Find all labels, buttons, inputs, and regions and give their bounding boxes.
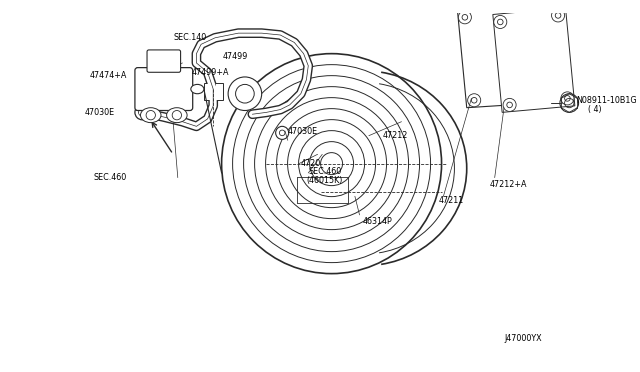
Circle shape xyxy=(228,77,262,110)
Ellipse shape xyxy=(166,108,187,123)
Text: N08911-10B1G: N08911-10B1G xyxy=(577,96,637,105)
Circle shape xyxy=(529,93,535,98)
Circle shape xyxy=(146,110,156,120)
Circle shape xyxy=(236,84,254,103)
Circle shape xyxy=(172,110,182,120)
Circle shape xyxy=(135,105,150,120)
Circle shape xyxy=(564,96,570,101)
Text: SEC.140: SEC.140 xyxy=(173,33,206,42)
Circle shape xyxy=(139,109,146,116)
Text: 47030E: 47030E xyxy=(84,108,115,117)
Text: SEC.460: SEC.460 xyxy=(94,173,127,182)
Text: J47000YX: J47000YX xyxy=(504,334,541,343)
Circle shape xyxy=(503,98,516,112)
Circle shape xyxy=(552,9,564,22)
Bar xyxy=(204,83,211,100)
Circle shape xyxy=(458,11,472,24)
Circle shape xyxy=(462,15,468,20)
Text: 47499+A: 47499+A xyxy=(192,68,229,77)
Circle shape xyxy=(280,130,285,136)
Polygon shape xyxy=(493,8,575,112)
Polygon shape xyxy=(458,5,540,108)
Circle shape xyxy=(468,94,481,107)
Text: (46015K): (46015K) xyxy=(307,176,343,185)
Text: 4720: 4720 xyxy=(301,159,321,168)
Ellipse shape xyxy=(191,84,204,94)
Circle shape xyxy=(494,15,507,29)
Text: 47474+A: 47474+A xyxy=(89,71,127,80)
Ellipse shape xyxy=(141,108,161,123)
Circle shape xyxy=(507,102,513,108)
Circle shape xyxy=(520,10,525,15)
Circle shape xyxy=(561,92,574,105)
FancyBboxPatch shape xyxy=(147,50,180,72)
Circle shape xyxy=(497,19,503,25)
Circle shape xyxy=(516,6,529,19)
FancyBboxPatch shape xyxy=(135,68,193,110)
Text: 46314P: 46314P xyxy=(362,217,392,226)
Text: 47030E: 47030E xyxy=(288,126,318,135)
Circle shape xyxy=(525,89,538,102)
Bar xyxy=(215,83,223,100)
Text: 47212+A: 47212+A xyxy=(490,180,527,189)
Text: SEC.460: SEC.460 xyxy=(308,167,342,176)
Text: 47212: 47212 xyxy=(383,131,408,140)
Circle shape xyxy=(276,126,289,140)
Circle shape xyxy=(556,13,561,18)
Text: 47499: 47499 xyxy=(223,52,248,61)
Circle shape xyxy=(472,97,477,103)
Text: ( 4): ( 4) xyxy=(588,105,602,114)
Text: 47211: 47211 xyxy=(439,196,464,205)
